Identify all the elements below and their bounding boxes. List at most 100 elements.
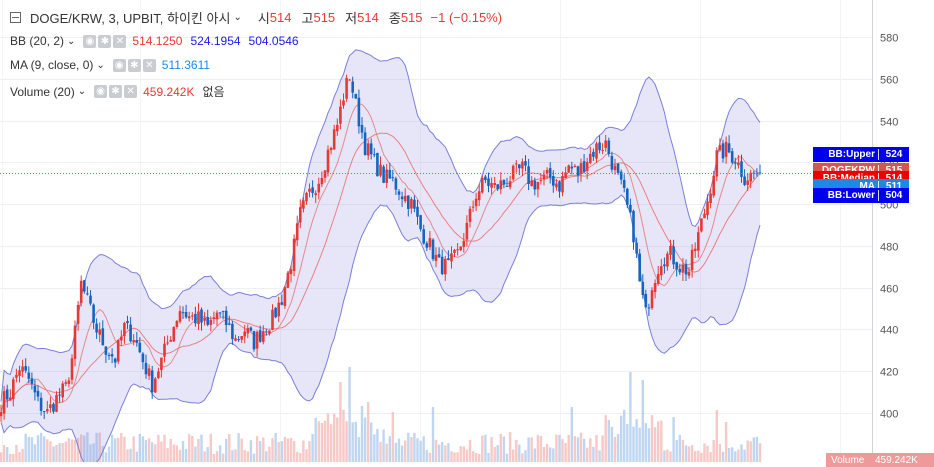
volume-bar xyxy=(336,417,339,462)
price-axis[interactable]: 400420440460480500520540560580 xyxy=(880,33,898,421)
candle-body xyxy=(357,97,361,127)
candle-body xyxy=(672,246,675,265)
volume-bar xyxy=(311,434,314,462)
volume-bar xyxy=(404,440,407,462)
close-value: 515 xyxy=(400,10,423,25)
price-label-name: BB:Lower xyxy=(827,190,875,201)
candle-body xyxy=(570,166,574,169)
volume-bar xyxy=(144,440,148,462)
candle-body xyxy=(240,336,243,340)
candle-body xyxy=(123,323,126,337)
gear-icon[interactable]: ✱ xyxy=(98,34,112,48)
volume-bar xyxy=(385,443,388,462)
candle-body xyxy=(490,183,493,188)
price-tick-label: 420 xyxy=(880,367,898,379)
volume-bar xyxy=(320,423,324,462)
candle-body xyxy=(582,161,586,172)
candle-body xyxy=(579,163,583,174)
close-icon[interactable]: ✕ xyxy=(113,34,127,48)
bb-upper-value: 524.1954 xyxy=(190,34,241,48)
symbol-title[interactable]: DOGE/KRW, 3, UPBIT, 하이킨 아시 xyxy=(30,11,231,26)
volume-bar xyxy=(536,435,540,462)
volume-bar xyxy=(422,436,425,462)
volume-bar xyxy=(30,437,34,462)
volume-bar xyxy=(339,382,342,462)
volume-bar xyxy=(92,443,95,462)
volume-bar xyxy=(601,435,604,462)
candle-body xyxy=(675,262,678,270)
candle-body xyxy=(206,317,209,325)
volume-indicator-name[interactable]: Volume (20) xyxy=(10,84,75,99)
volume-bar xyxy=(76,438,80,462)
candle-body xyxy=(147,368,151,376)
candle-body xyxy=(428,238,432,248)
candle-body xyxy=(447,258,450,260)
volume-bar xyxy=(496,445,499,462)
price-label-name: BB:Median xyxy=(813,173,878,184)
volume-bar xyxy=(382,429,385,462)
eye-icon[interactable]: ◉ xyxy=(94,85,108,98)
close-icon[interactable]: ✕ xyxy=(142,58,156,72)
price-label-value: 514 xyxy=(879,173,909,184)
volume-bar xyxy=(299,453,302,462)
volume-bar xyxy=(610,426,614,462)
moving-average-line xyxy=(0,103,761,413)
volume-bar xyxy=(703,443,706,462)
candle-body xyxy=(703,213,706,219)
volume-bar xyxy=(724,422,728,462)
bb-lower-value: 504.0546 xyxy=(248,34,299,48)
volume-axis-label: Volume 459.242K xyxy=(826,453,934,467)
candle-body xyxy=(311,187,314,193)
candle-body xyxy=(555,183,558,188)
candle-body xyxy=(388,169,392,179)
volume-bar xyxy=(175,445,179,462)
gear-icon[interactable]: ✱ xyxy=(127,58,141,72)
price-label-value: 511 xyxy=(885,181,903,192)
candle-body xyxy=(437,254,441,258)
candle-body xyxy=(632,210,635,243)
volume-bar xyxy=(706,445,709,462)
volume-bar xyxy=(539,436,543,462)
bb-indicator-name[interactable]: BB (20, 2) xyxy=(10,34,65,48)
volume-bar xyxy=(549,447,552,462)
chevron-down-icon[interactable]: ⌄ xyxy=(77,86,87,97)
ma-indicator-name[interactable]: MA (9, close, 0) xyxy=(10,58,94,72)
candle-body xyxy=(700,218,703,232)
chevron-down-icon[interactable]: ⌄ xyxy=(67,35,76,47)
collapse-icon[interactable] xyxy=(10,12,21,23)
volume-bar xyxy=(589,438,592,462)
volume-bar xyxy=(487,453,490,462)
chevron-down-icon[interactable]: ⌄ xyxy=(96,59,105,71)
candle-body xyxy=(730,151,734,163)
price-label-name: MA xyxy=(859,181,875,192)
candle-body xyxy=(12,379,15,400)
candle-body xyxy=(345,77,348,99)
close-icon[interactable]: ✕ xyxy=(124,85,138,98)
price-label-name: DOGEKRW xyxy=(813,165,878,176)
price-tick-label: 400 xyxy=(880,409,898,421)
volume-bar xyxy=(681,439,685,462)
volume-label-name: Volume xyxy=(831,454,865,466)
volume-bar xyxy=(104,452,108,462)
gear-icon[interactable]: ✱ xyxy=(109,85,123,98)
candle-body xyxy=(527,166,530,184)
volume-bar xyxy=(456,452,459,462)
candle-body xyxy=(693,248,697,251)
label-separator xyxy=(878,181,879,192)
chevron-down-icon[interactable]: ⌄ xyxy=(233,12,242,23)
eye-icon[interactable]: ◉ xyxy=(83,34,97,48)
eye-icon[interactable]: ◉ xyxy=(112,58,126,72)
volume-bar xyxy=(283,436,287,462)
candle-body xyxy=(589,153,592,163)
candle-body xyxy=(39,397,43,411)
volume-bar xyxy=(314,417,317,462)
volume-bar xyxy=(746,440,749,462)
candle-body xyxy=(61,383,64,398)
volume-bar xyxy=(376,428,379,462)
candle-body xyxy=(42,411,46,413)
volume-bar xyxy=(471,451,475,462)
candle-body xyxy=(576,166,580,176)
volume-bar xyxy=(518,444,521,462)
candle-body xyxy=(622,179,626,188)
